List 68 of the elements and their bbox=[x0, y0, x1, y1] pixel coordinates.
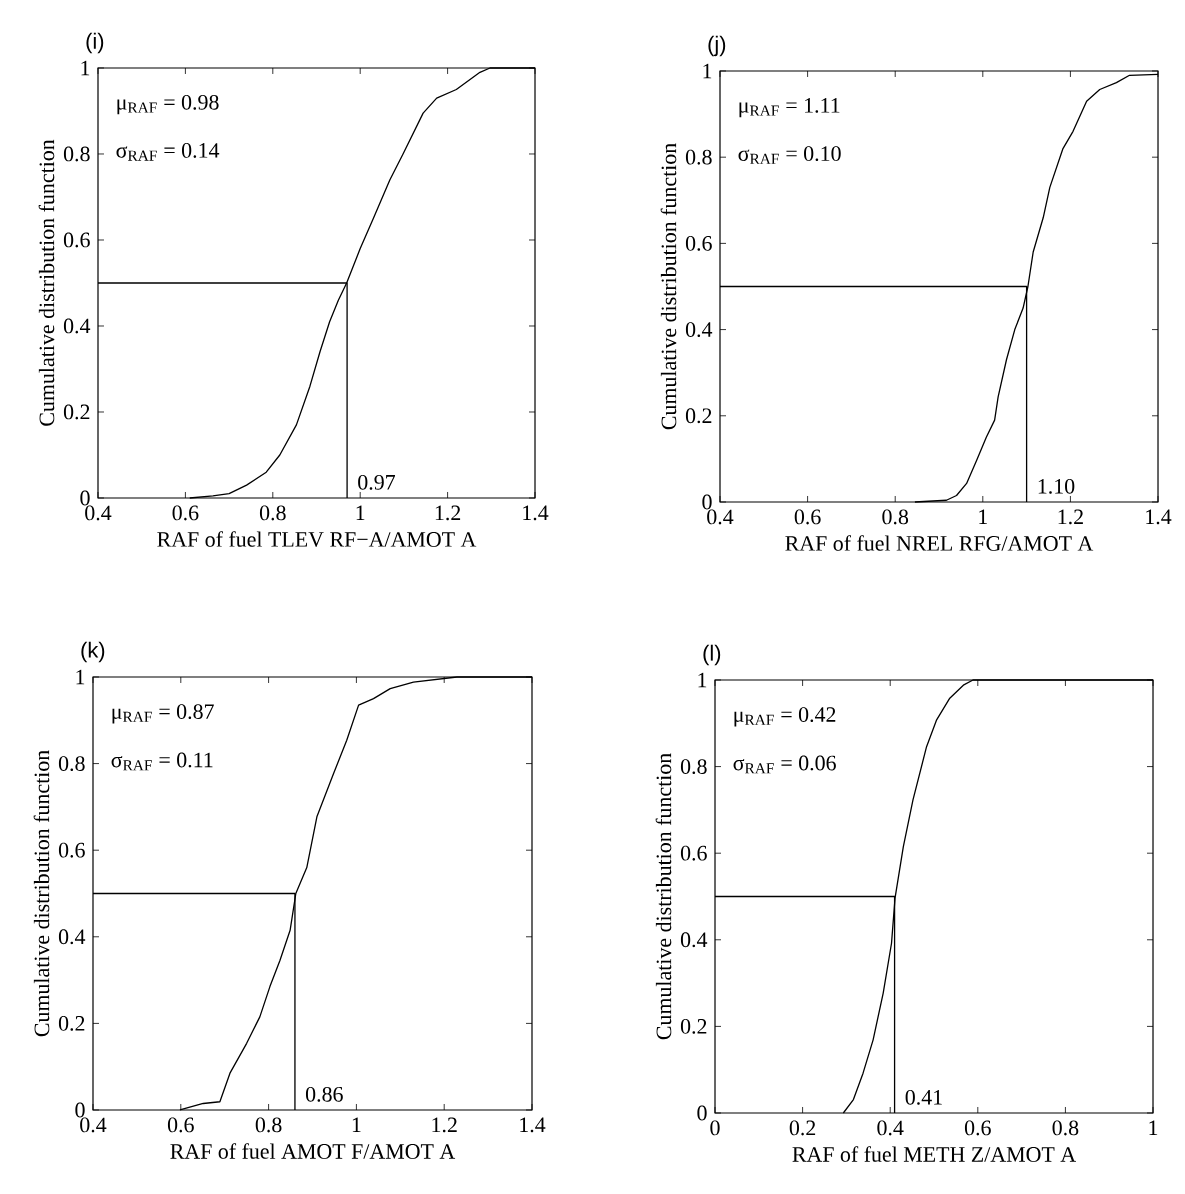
x-tick-label: 1 bbox=[352, 1117, 361, 1132]
x-tick-label: 0.8 bbox=[255, 1117, 282, 1133]
y-axis-title: Cumulative distribution function bbox=[655, 753, 672, 1040]
x-tick-label: 1.4 bbox=[1146, 509, 1172, 525]
y-tick-label: 0.6 bbox=[685, 235, 712, 251]
y-axis-title: Cumulative distribution function bbox=[660, 143, 677, 430]
x-tick-label: 0.6 bbox=[794, 509, 821, 525]
annotation: 1.10 bbox=[1038, 478, 1075, 494]
x-tick-label: 0.6 bbox=[172, 505, 199, 521]
chart-title: (j) bbox=[708, 35, 726, 57]
x-tick-label: 1.2 bbox=[1058, 509, 1083, 525]
y-tick-label: 0 bbox=[80, 490, 90, 506]
annotation: 0.86 bbox=[305, 1086, 343, 1102]
x-tick-label: 1.2 bbox=[435, 505, 461, 521]
annotation: σ$_{RAF}$ = 0.10 bbox=[738, 146, 841, 164]
x-tick-label: 1.4 bbox=[523, 505, 549, 521]
y-axis-title: Cumulative distribution function bbox=[38, 139, 55, 426]
y-tick-label: 0.4 bbox=[58, 929, 86, 945]
chart-title: (l) bbox=[703, 644, 721, 666]
y-tick-label: 0.4 bbox=[680, 932, 708, 948]
chart-title: (i) bbox=[86, 32, 104, 54]
y-tick-label: 0.8 bbox=[680, 759, 707, 775]
y-tick-label: 0 bbox=[75, 1102, 85, 1118]
annotation: 0.41 bbox=[905, 1089, 942, 1105]
x-axis-title: RAF of fuel AMOT F/AMOT A bbox=[170, 1143, 456, 1159]
y-tick-label: 0.6 bbox=[58, 842, 85, 858]
annotation: μ$_{RAF}$ = 1.11 bbox=[739, 98, 840, 118]
annotation: σ$_{RAF}$ = 0.06 bbox=[733, 755, 836, 774]
x-tick-label: 1.4 bbox=[520, 1117, 546, 1133]
annotation: μ$_{RAF}$ = 0.42 bbox=[734, 707, 836, 727]
x-axis-title: RAF of fuel NREL RFG/AMOT A bbox=[785, 535, 1094, 551]
x-tick-label: 0.6 bbox=[964, 1120, 991, 1136]
chart-title: (k) bbox=[81, 641, 105, 663]
y-tick-label: 0 bbox=[702, 494, 712, 510]
y-tick-label: 1 bbox=[81, 60, 90, 76]
y-tick-label: 0.2 bbox=[63, 404, 90, 420]
x-axis-title: RAF of fuel TLEV RF−A/AMOT A bbox=[157, 531, 477, 547]
x-tick-label: 1 bbox=[1149, 1120, 1158, 1135]
x-tick-label: 0.8 bbox=[882, 509, 909, 525]
annotation: σ$_{RAF}$ = 0.11 bbox=[111, 752, 213, 771]
annotation: 0.97 bbox=[358, 474, 396, 490]
annotation: σ$_{RAF}$ = 0.14 bbox=[116, 143, 220, 161]
y-tick-label: 0.4 bbox=[685, 322, 713, 338]
y-tick-label: 1 bbox=[76, 669, 85, 685]
x-tick-label: 1 bbox=[356, 505, 365, 520]
x-tick-label: 0.4 bbox=[877, 1120, 904, 1136]
y-tick-label: 0.8 bbox=[685, 149, 712, 165]
x-tick-label: 0.6 bbox=[167, 1117, 194, 1133]
x-axis-title: RAF of fuel METH Z/AMOT A bbox=[792, 1146, 1076, 1162]
x-tick-label: 1.2 bbox=[432, 1117, 457, 1133]
y-tick-label: 0.2 bbox=[58, 1015, 85, 1031]
y-tick-label: 0.2 bbox=[685, 408, 712, 424]
x-tick-label: 0.8 bbox=[259, 505, 286, 521]
x-tick-label: 0.8 bbox=[1052, 1120, 1079, 1136]
y-tick-label: 0.2 bbox=[680, 1018, 707, 1034]
y-tick-label: 0.4 bbox=[63, 318, 91, 334]
x-tick-label: 1 bbox=[979, 509, 987, 524]
annotation: μ$_{RAF}$ = 0.98 bbox=[117, 94, 219, 115]
y-tick-label: 0 bbox=[697, 1105, 707, 1121]
y-axis-title: Cumulative distribution function bbox=[33, 750, 50, 1037]
x-tick-label: 0.2 bbox=[789, 1120, 816, 1136]
annotation: μ$_{RAF}$ = 0.87 bbox=[112, 704, 214, 724]
y-tick-label: 1 bbox=[703, 63, 712, 79]
y-tick-label: 0.6 bbox=[63, 232, 90, 248]
y-tick-label: 1 bbox=[698, 672, 707, 688]
y-tick-label: 0.6 bbox=[680, 845, 707, 861]
y-tick-label: 0.8 bbox=[63, 146, 90, 162]
y-tick-label: 0.8 bbox=[58, 756, 85, 772]
